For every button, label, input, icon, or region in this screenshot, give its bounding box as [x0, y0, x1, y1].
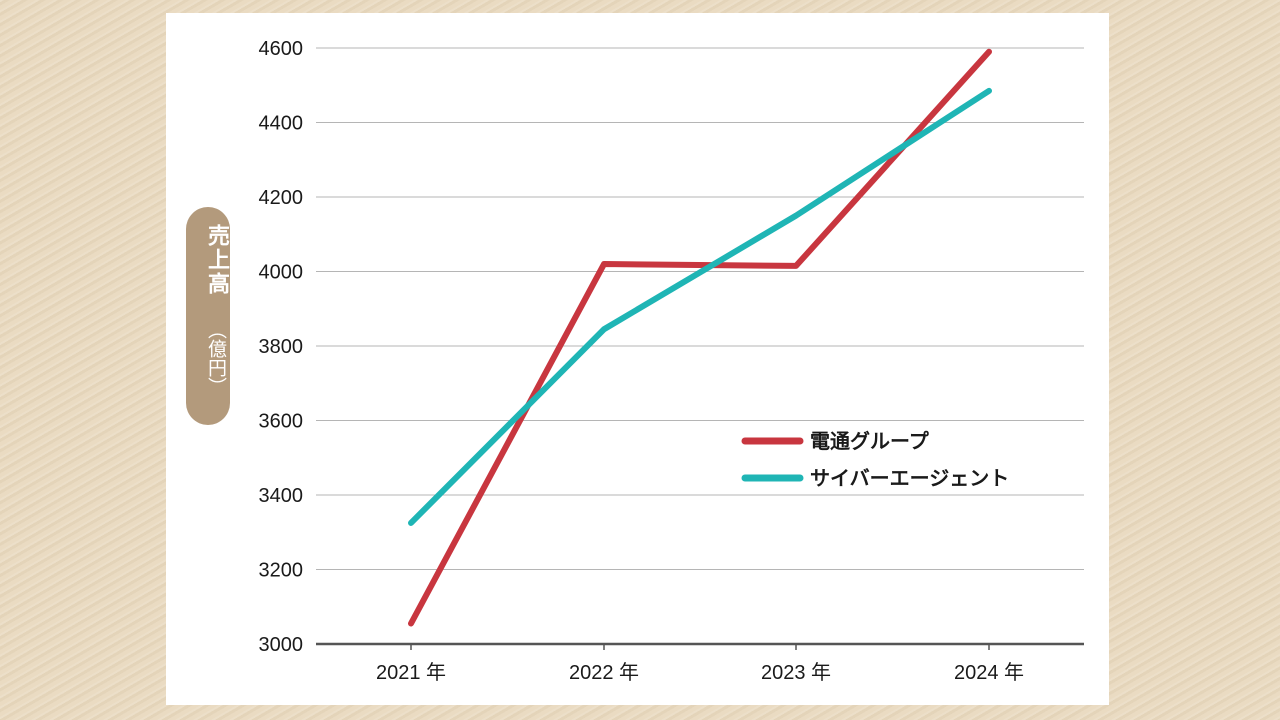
x-axis-ticks: 2021 年 2022 年 2023 年 2024 年: [376, 644, 1024, 684]
legend-label-1: サイバーエージェント: [810, 466, 1009, 490]
y-tick-label: 4600: [259, 38, 304, 60]
y-axis-label-pill: [186, 207, 230, 425]
legend-label-0: 電通グループ: [810, 429, 930, 453]
y-tick-label: 4400: [259, 113, 304, 135]
series-lines: [408, 48, 992, 627]
x-tick-label: 2024 年: [954, 661, 1024, 684]
series-line-0: [408, 48, 992, 627]
x-tick-label: 2022 年: [569, 661, 639, 684]
grid-lines: [316, 47, 1084, 646]
y-tick-label: 4000: [259, 262, 304, 284]
y-axis-label: 売上高: [204, 224, 229, 296]
y-tick-label: 3800: [259, 336, 304, 358]
y-tick-label: 3000: [259, 634, 304, 656]
y-tick-label: 3600: [259, 411, 304, 433]
y-tick-label: 3200: [259, 560, 304, 582]
x-tick-label: 2023 年: [761, 661, 831, 684]
chart-panel: [166, 13, 1109, 705]
y-axis-unit: （億円）: [205, 320, 227, 396]
series-line-1: [408, 87, 992, 526]
y-axis-ticks: 3000 3200 3400 3600 3800 4000 4200 4400 4600: [259, 38, 304, 656]
x-tick-label: 2021 年: [376, 661, 446, 684]
y-tick-label: 4200: [259, 187, 304, 209]
y-tick-label: 3400: [259, 485, 304, 507]
